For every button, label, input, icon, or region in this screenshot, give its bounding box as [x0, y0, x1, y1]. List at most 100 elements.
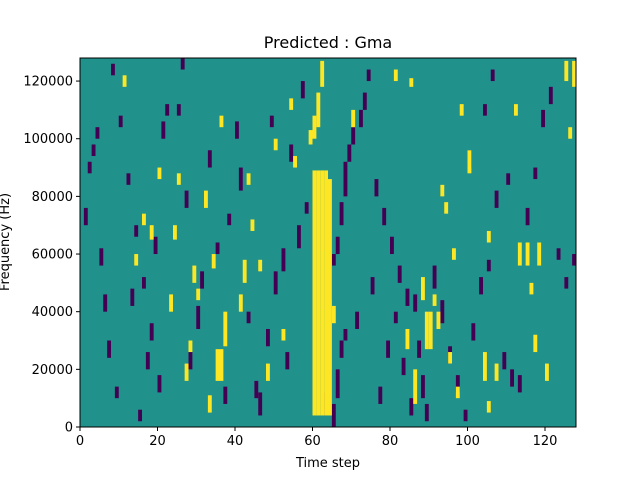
heatmap-cell-low: [83, 207, 88, 226]
heatmap-cell-low: [269, 115, 274, 128]
heatmap-cell-low: [196, 305, 201, 329]
heatmap-cell-low: [266, 328, 270, 347]
heatmap-cell-high: [293, 156, 298, 168]
heatmap-cell-low: [479, 277, 484, 295]
heatmap-cell-low: [339, 202, 344, 226]
heatmap-cell-low: [95, 127, 100, 139]
heatmap-cell-high: [424, 311, 429, 350]
heatmap-cell-low: [525, 207, 530, 226]
heatmap-cell-low: [351, 127, 356, 145]
heatmap-cell-low: [87, 161, 92, 174]
heatmap-cell-low: [397, 265, 402, 283]
heatmap-cell-low: [153, 236, 158, 255]
heatmap-cell-low: [386, 340, 391, 358]
heatmap-cell-low: [114, 386, 119, 399]
x-axis: 0 20 40 60 80 100 120: [76, 427, 557, 449]
plot-frame: [79, 57, 577, 428]
heatmap-cell-low: [335, 236, 340, 255]
heatmap-cell-low: [382, 207, 387, 226]
heatmap-cell-high: [572, 60, 577, 87]
heatmap-cell-high: [467, 150, 472, 174]
heatmap-cell-high: [122, 75, 127, 87]
x-tick-label: 100: [455, 434, 480, 449]
heatmap-cell-low: [91, 144, 96, 157]
heatmap-cell-high: [413, 369, 418, 404]
heatmap-cell-high: [351, 109, 356, 128]
heatmap-cell-high: [452, 248, 456, 260]
heatmap-cell-low: [421, 375, 425, 399]
heatmap-cell-low: [138, 409, 143, 422]
heatmap-cell-high: [316, 92, 321, 128]
heatmap-cell-low: [281, 248, 286, 272]
heatmap-cell-low: [142, 277, 146, 289]
y-tick-label: 60000: [32, 248, 73, 263]
x-tick-label: 80: [382, 434, 399, 449]
heatmap-cell-high: [142, 213, 146, 226]
heatmap-cell-low: [548, 86, 553, 105]
heatmap-cell-low: [424, 403, 429, 422]
heatmap-cell-low: [455, 375, 460, 393]
heatmap-cell-high: [393, 69, 398, 82]
heatmap-cell-high: [207, 395, 212, 413]
heatmap-cell-low: [564, 277, 569, 289]
heatmap-cell-low: [200, 271, 205, 289]
heatmap-cell-low: [370, 277, 375, 295]
heatmap-cell-high: [421, 277, 425, 301]
heatmap-cell-low: [157, 375, 162, 393]
heatmap-cell-low: [107, 340, 112, 358]
heatmap-cell-low: [149, 323, 154, 341]
heatmap-cell-high: [173, 225, 177, 240]
heatmap-cell-low: [297, 225, 301, 249]
heatmap-cell-high: [250, 219, 255, 231]
heatmap-cell-high: [149, 225, 154, 240]
heatmap-cell-low: [502, 352, 507, 370]
heatmap-cell-high: [157, 167, 162, 180]
heatmap-cell-low: [510, 369, 515, 387]
heatmap-cell-high: [281, 328, 286, 341]
heatmap-cell-low: [374, 179, 379, 197]
heatmap-cell-low: [99, 248, 104, 266]
heatmap-cell-high: [246, 173, 251, 185]
heatmap-cell-high: [533, 334, 538, 353]
heatmap-cell-low: [273, 271, 278, 295]
heatmap-cell-high: [258, 259, 263, 272]
heatmap-cell-low: [355, 311, 360, 329]
heatmap-cell-high: [192, 265, 197, 283]
heatmap-cell-low: [359, 109, 363, 128]
heatmap-cell-low: [471, 323, 476, 341]
heatmap-cells: [83, 58, 577, 427]
heatmap-cell-low: [378, 386, 383, 404]
heatmap-cell-low: [541, 109, 546, 128]
x-axis-label: Time step: [295, 456, 360, 471]
heatmap-cell-low: [339, 340, 344, 358]
heatmap-cell-high: [320, 60, 325, 87]
heatmap-cell-low: [176, 104, 181, 116]
heatmap-cell-low: [390, 236, 394, 255]
heatmap-cell-low: [486, 259, 491, 272]
heatmap-cell-low: [300, 81, 305, 99]
heatmap-cell-low: [494, 190, 499, 208]
y-tick-label: 40000: [32, 305, 73, 320]
heatmap-cell-high: [324, 170, 329, 416]
heatmap-cell-low: [405, 288, 410, 306]
heatmap-cell-high: [312, 170, 317, 416]
heatmap-cell-high: [331, 305, 336, 324]
heatmap-cell-high: [440, 184, 445, 197]
heatmap-cell-low: [432, 265, 437, 289]
heatmap-cell-low: [235, 121, 239, 139]
heatmap-cell-high: [289, 98, 294, 110]
heatmap-cell-low: [215, 242, 220, 255]
heatmap-cell-low: [161, 121, 166, 139]
x-tick-label: 20: [149, 434, 166, 449]
heatmap-cell-low: [440, 300, 445, 324]
heatmap-cell-low: [289, 144, 294, 162]
heatmap-cell-low: [184, 190, 189, 208]
heatmap-cell-high: [529, 282, 534, 295]
heatmap-cell-high: [204, 190, 208, 208]
heatmap-cell-high: [448, 352, 453, 364]
heatmap-cell-low: [111, 63, 115, 76]
y-tick-label: 20000: [32, 363, 73, 378]
plot-area: [79, 57, 577, 428]
heatmap-cell-high: [316, 170, 321, 416]
